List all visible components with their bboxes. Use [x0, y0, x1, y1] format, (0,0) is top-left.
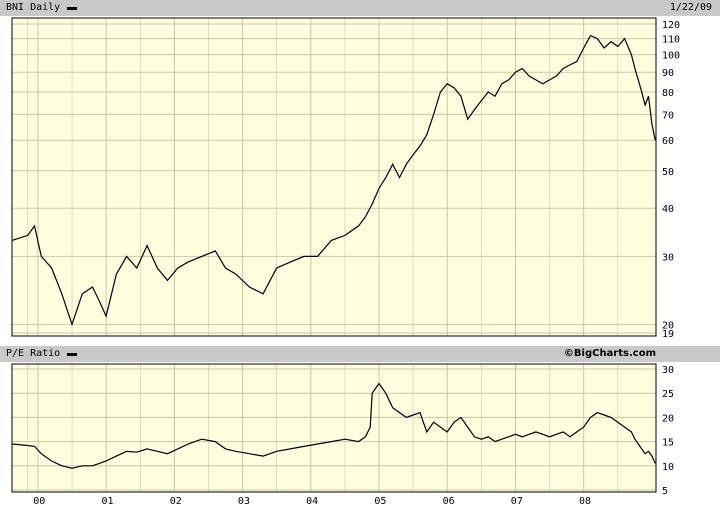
y-tick-label: 15: [662, 438, 674, 449]
y-tick-label: 40: [662, 204, 674, 215]
y-tick-label: 5: [662, 486, 668, 497]
y-tick-label: 70: [662, 110, 674, 121]
x-tick-label: 03: [238, 496, 250, 507]
y-tick-label: 100: [662, 51, 680, 62]
y-tick-label: 19: [662, 329, 674, 340]
price-panel-title: BNI Daily: [6, 2, 61, 13]
y-tick-label: 30: [662, 365, 674, 376]
y-tick-label: 90: [662, 68, 674, 79]
pe-panel-header: P/E Ratio ©BigCharts.com: [0, 346, 720, 362]
y-tick-label: 80: [662, 88, 674, 99]
credit-label: ©BigCharts.com: [563, 348, 656, 359]
price-plot-bg: [12, 18, 656, 336]
x-tick-label: 01: [101, 496, 113, 507]
legend-swatch: [67, 353, 77, 356]
y-tick-label: 20: [662, 320, 674, 331]
x-tick-label: 00: [33, 496, 45, 507]
x-tick-label: 06: [443, 496, 455, 507]
x-tick-labels: 00 01 02 03 04 05 06 07 08: [33, 496, 591, 507]
series-line: [11, 382, 656, 469]
y-tick-label: 30: [662, 252, 674, 263]
y-tick-label: 120: [662, 20, 680, 31]
x-tick-label: 08: [579, 496, 591, 507]
pe-plot-bg: [12, 364, 656, 492]
x-tick-label: 04: [306, 496, 318, 507]
price-plot-border: [11, 17, 657, 337]
pe-y-tick-labels: 5 10 15 20 25 30: [662, 365, 674, 497]
y-tick-label: 50: [662, 167, 674, 178]
legend-swatch: [67, 7, 77, 10]
price-panel-header: BNI Daily 1/22/09: [0, 0, 720, 16]
y-tick-label: 60: [662, 136, 674, 147]
y-tick-label: 25: [662, 389, 674, 400]
series-line: [11, 34, 656, 327]
y-tick-label: 10: [662, 462, 674, 473]
price-gridlines: [12, 18, 656, 336]
x-tick-label: 07: [511, 496, 523, 507]
pe-gridlines: [12, 364, 656, 492]
x-tick-label: 02: [170, 496, 182, 507]
pe-panel-title: P/E Ratio: [6, 348, 61, 359]
pe-plot-border: [11, 363, 657, 493]
x-tick-label: 05: [374, 496, 386, 507]
y-tick-label: 110: [662, 35, 680, 46]
date-label: 1/22/09: [669, 2, 712, 13]
y-tick-label: 20: [662, 413, 674, 424]
